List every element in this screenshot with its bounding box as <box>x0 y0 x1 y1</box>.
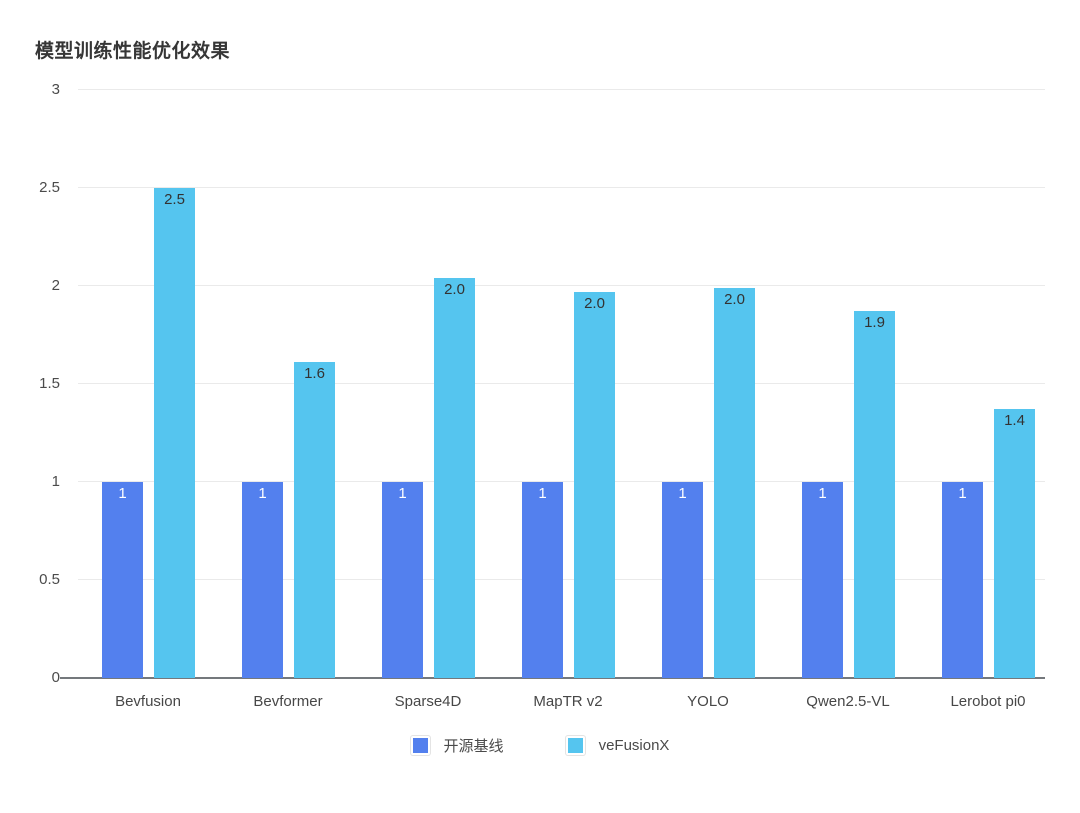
bar-开源基线-YOLO[interactable]: 1 <box>662 482 703 678</box>
plot-area: 1 2.5 1 1.6 1 2.0 1 2.0 1 2.0 1 1.9 1 1.4 <box>60 89 1045 679</box>
bar-开源基线-Lerobot pi0[interactable]: 1 <box>942 482 983 678</box>
gridline <box>78 481 1045 482</box>
y-axis-tick-label: 1.5 <box>39 375 60 392</box>
bar-veFusionX-Qwen2.5-VL[interactable]: 1.9 <box>854 311 895 678</box>
y-axis-tick-label: 1 <box>51 473 60 490</box>
legend-item-开源基线[interactable]: 开源基线 <box>410 735 504 756</box>
gridline <box>78 89 1045 90</box>
y-axis-tick-label: 2.5 <box>39 179 60 196</box>
legend-swatch-icon <box>410 736 430 755</box>
chart-title: 模型训练性能优化效果 <box>35 41 231 62</box>
bar-开源基线-Sparse4D[interactable]: 1 <box>382 482 423 678</box>
x-axis-category-label: Lerobot pi0 <box>950 693 1026 710</box>
bar-value-label: 2.0 <box>724 291 745 308</box>
y-axis-tick-label: 2 <box>51 277 60 294</box>
bar-value-label: 2.0 <box>444 281 465 298</box>
bar-value-label: 1 <box>538 485 547 502</box>
legend-label: 开源基线 <box>443 738 504 755</box>
bar-veFusionX-Lerobot pi0[interactable]: 1.4 <box>994 409 1035 678</box>
bar-veFusionX-YOLO[interactable]: 2.0 <box>714 288 755 678</box>
x-axis-line <box>60 677 1045 679</box>
bar-value-label: 2.0 <box>584 295 605 312</box>
x-axis-category-label: Bevformer <box>253 693 323 710</box>
chart-legend: 开源基线 veFusionX <box>0 735 1080 756</box>
y-axis-tick-label: 3 <box>51 81 60 98</box>
x-axis-category-label: MapTR v2 <box>533 693 603 710</box>
bar-value-label: 1.6 <box>304 365 325 382</box>
x-axis-category-label: Qwen2.5-VL <box>806 693 890 710</box>
bar-veFusionX-Bevformer[interactable]: 1.6 <box>294 362 335 678</box>
bar-veFusionX-MapTR v2[interactable]: 2.0 <box>574 292 615 678</box>
bar-value-label: 2.5 <box>164 191 185 208</box>
bar-value-label: 1 <box>958 485 967 502</box>
bar-value-label: 1.4 <box>1004 412 1025 429</box>
bar-value-label: 1 <box>258 485 267 502</box>
gridline <box>78 383 1045 384</box>
gridline <box>78 285 1045 286</box>
bar-value-label: 1 <box>398 485 407 502</box>
bar-开源基线-MapTR v2[interactable]: 1 <box>522 482 563 678</box>
bar-value-label: 1 <box>118 485 127 502</box>
x-axis-category-label: Bevfusion <box>115 693 181 710</box>
legend-label: veFusionX <box>598 737 670 754</box>
gridline <box>78 187 1045 188</box>
bar-开源基线-Qwen2.5-VL[interactable]: 1 <box>802 482 843 678</box>
x-axis-category-label: YOLO <box>687 693 729 710</box>
bar-value-label: 1 <box>818 485 827 502</box>
bar-veFusionX-Bevfusion[interactable]: 2.5 <box>154 188 195 678</box>
bar-开源基线-Bevformer[interactable]: 1 <box>242 482 283 678</box>
bar-veFusionX-Sparse4D[interactable]: 2.0 <box>434 278 475 678</box>
bar-开源基线-Bevfusion[interactable]: 1 <box>102 482 143 678</box>
x-axis-category-label: Sparse4D <box>394 693 462 710</box>
y-axis-tick-label: 0.5 <box>39 571 60 588</box>
legend-swatch-icon <box>565 736 585 755</box>
y-axis-tick-label: 0 <box>51 669 60 686</box>
bar-value-label: 1 <box>678 485 687 502</box>
legend-item-veFusionX[interactable]: veFusionX <box>565 736 670 755</box>
bar-value-label: 1.9 <box>864 314 885 331</box>
